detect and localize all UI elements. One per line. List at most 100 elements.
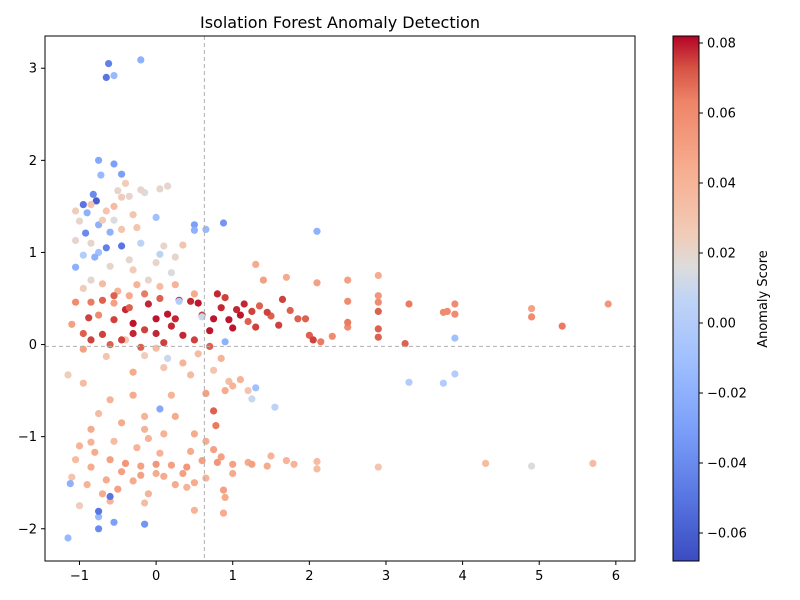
x-tick-label: 2 <box>305 569 313 584</box>
data-point <box>87 425 95 433</box>
data-point <box>141 290 149 298</box>
data-point <box>129 211 137 219</box>
data-point <box>87 463 95 471</box>
data-point <box>152 259 160 267</box>
colorbar-tick-label: 0.08 <box>707 37 736 52</box>
data-point <box>75 502 84 510</box>
data-point <box>83 209 91 217</box>
data-point <box>110 216 118 224</box>
data-point <box>244 317 252 326</box>
data-point <box>118 170 126 178</box>
data-point <box>64 534 72 542</box>
data-point <box>87 298 95 306</box>
data-point <box>313 465 321 473</box>
data-point <box>92 197 100 205</box>
colorbar-tick-label: 0.06 <box>707 107 736 122</box>
data-point <box>282 273 290 281</box>
data-point <box>263 308 271 316</box>
data-point <box>98 280 107 288</box>
data-point <box>244 387 252 395</box>
data-point <box>328 332 336 340</box>
data-point <box>282 457 290 465</box>
data-point <box>129 368 137 376</box>
data-point <box>451 370 459 378</box>
data-point <box>344 276 352 284</box>
data-point <box>125 256 133 264</box>
data-point <box>137 239 145 247</box>
data-point <box>451 300 459 308</box>
points-layer <box>64 56 612 542</box>
data-point <box>102 73 110 81</box>
data-point <box>68 320 76 328</box>
data-point <box>604 300 612 308</box>
data-point <box>374 271 382 280</box>
colorbar-tick-label: 0.04 <box>707 177 736 192</box>
data-point <box>171 481 179 489</box>
data-point <box>129 391 137 399</box>
data-point <box>137 462 145 470</box>
data-point <box>190 479 198 487</box>
data-point <box>275 321 283 329</box>
data-point <box>443 307 451 315</box>
data-point <box>160 339 168 347</box>
data-point <box>110 202 118 210</box>
data-point <box>212 422 220 430</box>
data-point <box>156 185 164 193</box>
x-tick-label: 0 <box>152 569 160 584</box>
data-point <box>252 323 260 331</box>
colorbar-tick-label: −0.06 <box>707 527 747 542</box>
data-point <box>164 354 172 362</box>
data-point <box>118 193 126 201</box>
data-point <box>229 382 237 390</box>
data-point <box>66 480 74 488</box>
data-point <box>217 304 225 312</box>
y-tick-label: −1 <box>18 430 37 445</box>
data-point <box>110 292 118 300</box>
data-point <box>121 179 130 187</box>
data-point <box>79 251 87 259</box>
x-tick-label: 3 <box>382 569 390 584</box>
data-point <box>79 201 87 209</box>
data-point <box>252 384 260 392</box>
data-point <box>72 263 80 271</box>
data-point <box>121 459 130 467</box>
data-point <box>236 376 244 384</box>
data-point <box>179 331 187 339</box>
data-point <box>167 322 175 330</box>
y-tick-label: 3 <box>29 62 37 77</box>
data-point <box>141 499 149 507</box>
data-point <box>152 469 160 478</box>
y-tick-label: 1 <box>29 246 37 261</box>
plot-area: −1 0 1 2 3 4 5 6 −2 −1 0 1 2 3 <box>18 35 636 584</box>
data-point <box>87 239 95 247</box>
data-point <box>114 485 122 493</box>
data-point <box>144 490 152 498</box>
data-point <box>87 336 95 344</box>
data-point <box>187 297 195 305</box>
data-point <box>72 207 80 215</box>
data-point <box>210 315 218 323</box>
data-point <box>141 425 149 433</box>
data-point <box>374 333 382 341</box>
data-point <box>152 329 160 338</box>
data-point <box>110 72 118 80</box>
data-point <box>190 226 198 234</box>
data-point <box>263 462 271 470</box>
data-point <box>271 403 279 411</box>
data-point <box>83 481 91 489</box>
data-point <box>589 459 597 467</box>
data-point <box>248 460 256 468</box>
data-point <box>451 310 459 318</box>
data-point <box>125 192 133 200</box>
data-point <box>144 300 152 308</box>
colorbar-axis: −0.06 −0.04 −0.02 0.00 0.02 0.04 0.06 0.08 <box>699 37 747 542</box>
data-point <box>183 483 191 491</box>
data-point <box>95 410 103 418</box>
data-point <box>133 444 141 452</box>
data-point <box>144 276 152 284</box>
data-point <box>190 336 198 344</box>
data-point <box>313 279 321 287</box>
data-point <box>137 186 145 194</box>
data-point <box>133 224 141 232</box>
